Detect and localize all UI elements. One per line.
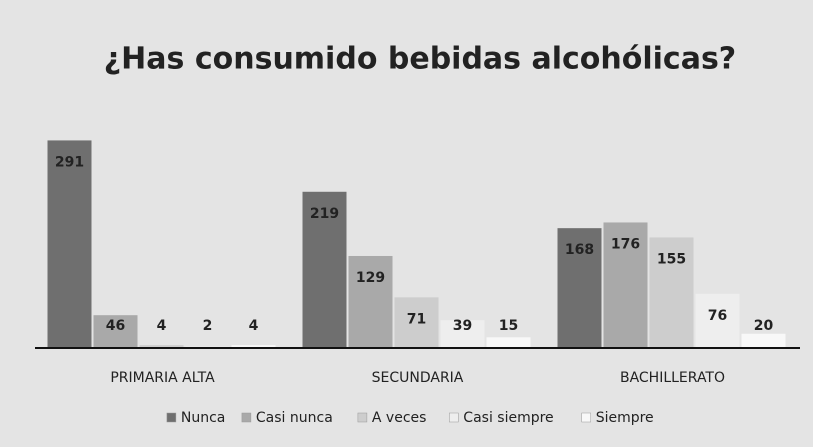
data-label: 20: [754, 318, 774, 334]
legend-label: Casi nunca: [256, 410, 333, 426]
bar: [649, 237, 694, 348]
legend-swatch: [581, 412, 591, 423]
data-label: 46: [106, 318, 125, 334]
bar: [557, 228, 602, 348]
legend-label: Siempre: [596, 410, 654, 426]
legend-label: A veces: [372, 410, 427, 426]
chart-title: ¿Has consumido bebidas alcohólicas?: [104, 42, 736, 77]
bar: [139, 345, 184, 348]
data-label: 4: [249, 318, 259, 334]
bar: [394, 297, 439, 348]
bar: [348, 255, 393, 348]
bar: [231, 345, 276, 348]
x-tick-label: PRIMARIA ALTA: [110, 370, 215, 386]
data-label: 129: [356, 270, 385, 286]
bar: [603, 222, 648, 348]
data-label: 155: [657, 251, 686, 267]
bar: [302, 191, 347, 348]
data-label: 71: [407, 311, 426, 327]
data-label: 2: [203, 318, 213, 334]
data-label: 39: [453, 318, 472, 334]
bar: [741, 333, 786, 348]
data-label: 168: [565, 242, 594, 258]
bar: [93, 315, 138, 348]
bar: [440, 320, 485, 348]
legend-swatch: [357, 412, 368, 423]
bar: [47, 140, 92, 348]
legend-label: Nunca: [181, 410, 226, 426]
x-tick-label: SECUNDARIA: [372, 370, 464, 386]
data-label: 15: [499, 318, 518, 334]
x-tick-label: BACHILLERATO: [620, 370, 725, 386]
legend-swatch: [449, 412, 459, 423]
legend-swatch: [166, 412, 177, 423]
data-label: 219: [310, 206, 339, 222]
bar: [486, 337, 531, 348]
legend-swatch: [241, 412, 252, 423]
data-label: 176: [611, 236, 640, 252]
data-label: 291: [55, 154, 84, 170]
data-label: 76: [708, 308, 727, 324]
data-label: 4: [157, 318, 167, 334]
bar: [695, 293, 740, 348]
legend-label: Casi siempre: [463, 410, 553, 426]
